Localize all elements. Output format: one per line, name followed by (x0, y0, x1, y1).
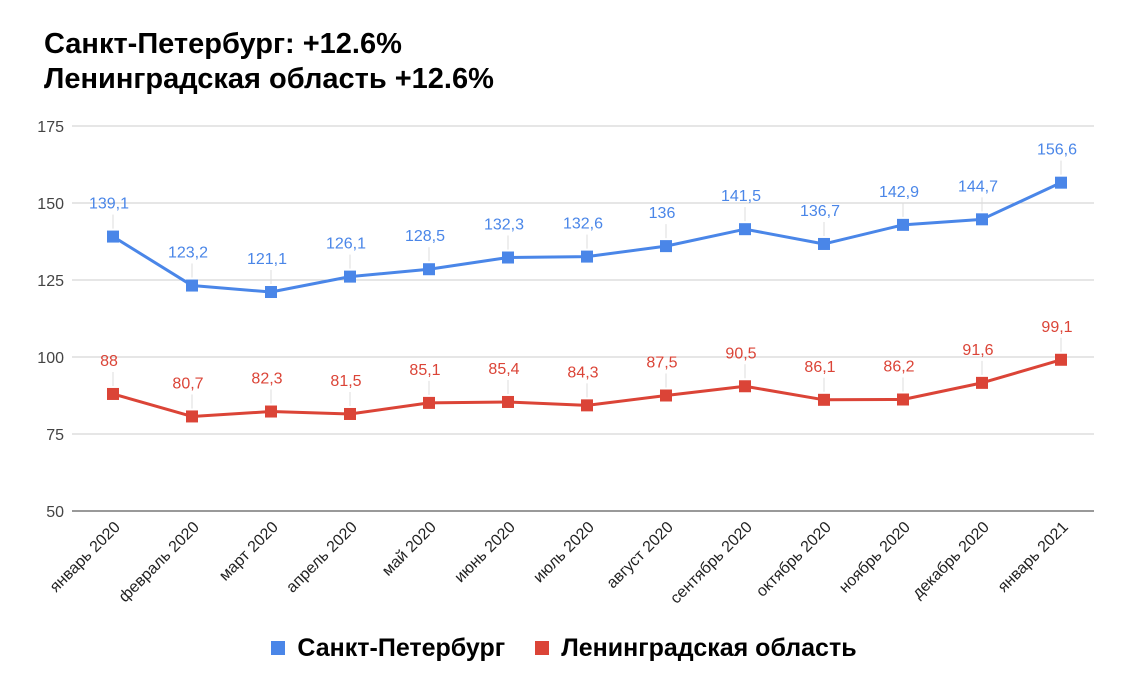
data-point (344, 270, 356, 283)
data-point (502, 395, 514, 408)
x-tick-label: январь 2020 (47, 519, 124, 596)
x-tick-label: июнь 2020 (452, 519, 519, 586)
x-tick-label: февраль 2020 (116, 519, 203, 606)
y-axis: 50 75 100 125 150 175 (37, 119, 64, 521)
data-point (976, 213, 988, 226)
chart-title: Санкт-Петербург: +12.6% Ленинградская об… (44, 27, 494, 97)
data-label: 139,1 (89, 196, 129, 213)
data-label: 126,1 (326, 236, 366, 253)
legend-swatch-lenobl (535, 641, 550, 655)
x-tick-label: октябрь 2020 (753, 519, 835, 601)
legend: Санкт-Петербург Ленинградская область (0, 628, 1128, 668)
data-label: 121,1 (247, 251, 287, 268)
y-tick-label: 75 (46, 427, 64, 444)
data-label: 84,3 (567, 364, 598, 381)
data-point (976, 376, 988, 389)
data-point (265, 286, 277, 299)
data-point (265, 405, 277, 418)
data-label: 86,2 (883, 359, 914, 376)
x-tick-label: ноябрь 2020 (836, 519, 914, 597)
data-point (423, 263, 435, 276)
data-point (107, 230, 119, 243)
data-label: 81,5 (330, 373, 361, 390)
chart-title-line-1: Санкт-Петербург: +12.6% (44, 28, 402, 60)
y-tick-label: 175 (37, 119, 64, 136)
y-tick-label: 50 (46, 504, 64, 521)
legend-label-spb: Санкт-Петербург (297, 633, 506, 662)
data-point (660, 389, 672, 402)
data-label: 136 (649, 205, 676, 222)
x-tick-label: март 2020 (216, 519, 282, 585)
data-label: 86,1 (804, 359, 835, 376)
data-point (186, 279, 198, 292)
data-label: 85,4 (488, 361, 519, 378)
data-label: 91,6 (962, 342, 993, 359)
data-label: 99,1 (1041, 319, 1072, 336)
data-label: 123,2 (168, 245, 208, 262)
x-tick-label: август 2020 (604, 519, 677, 592)
data-point (186, 410, 198, 423)
data-label: 87,5 (646, 355, 677, 372)
data-point (739, 380, 751, 393)
series-spb: 139,1 123,2 121,1 126,1 128,5 132,3 132,6 136 14… (89, 142, 1077, 299)
data-point (818, 393, 830, 406)
x-tick-label: апрель 2020 (283, 519, 361, 597)
data-label: 85,1 (409, 362, 440, 379)
data-label: 90,5 (725, 345, 756, 362)
y-tick-label: 150 (37, 196, 64, 213)
data-label: 82,3 (251, 371, 282, 388)
data-point (1055, 176, 1067, 189)
series-lenobl: 88 80,7 82,3 81,5 85,1 85,4 84,3 87,5 90,5 86,1 86… (100, 319, 1073, 423)
data-label: 156,6 (1037, 142, 1077, 159)
data-point (581, 399, 593, 412)
data-point (423, 396, 435, 409)
data-label: 144,7 (958, 178, 998, 195)
data-label: 141,5 (721, 188, 761, 205)
data-point (660, 240, 672, 253)
legend-swatch-spb (271, 641, 286, 655)
data-point (344, 407, 356, 420)
data-label: 88 (100, 353, 118, 370)
y-tick-label: 100 (37, 350, 64, 367)
legend-item-lenobl: Ленинградская область (535, 633, 857, 663)
data-point (897, 393, 909, 406)
data-label: 142,9 (879, 184, 919, 201)
data-point (739, 223, 751, 236)
data-point (502, 251, 514, 264)
data-point (581, 250, 593, 263)
x-tick-label: сентябрь 2020 (667, 519, 756, 608)
data-point (897, 218, 909, 231)
y-tick-label: 125 (37, 273, 64, 290)
data-label: 136,7 (800, 203, 840, 220)
x-tick-label: январь 2021 (995, 519, 1072, 596)
data-point (818, 237, 830, 250)
series-group: 139,1 123,2 121,1 126,1 128,5 132,3 132,6 136 14… (89, 142, 1077, 423)
data-label: 80,7 (172, 375, 203, 392)
data-label: 132,3 (484, 217, 524, 234)
data-point (107, 387, 119, 400)
x-tick-label: декабрь 2020 (909, 519, 992, 602)
x-tick-label: май 2020 (379, 519, 440, 580)
x-tick-label: июль 2020 (530, 519, 597, 586)
data-point (1055, 353, 1067, 366)
gridlines (72, 125, 1094, 512)
data-label: 128,5 (405, 228, 445, 245)
legend-item-spb: Санкт-Петербург (271, 634, 505, 663)
chart-title-line-2: Ленинградская область +12.6% (44, 63, 494, 95)
legend-label-lenobl: Ленинградская область (561, 633, 857, 662)
data-label: 132,6 (563, 216, 603, 233)
